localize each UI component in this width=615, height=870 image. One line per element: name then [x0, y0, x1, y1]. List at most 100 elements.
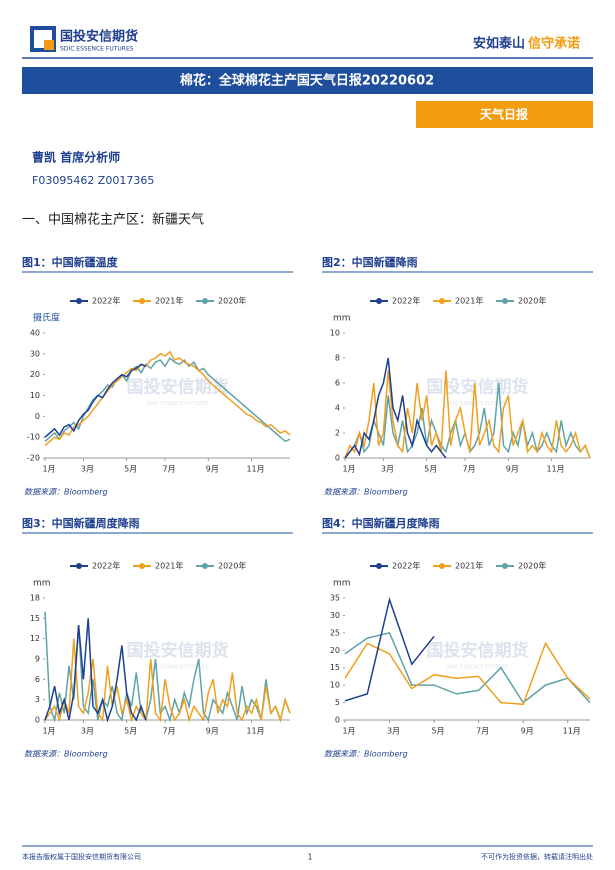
x-tick-label: 11月: [246, 465, 264, 474]
y-tick-label: 10: [330, 329, 340, 338]
legend-marker: [76, 563, 82, 569]
source: 数据来源：Bloomberg: [324, 488, 408, 497]
watermark: 国投安信期货: [427, 377, 529, 398]
watermark: 国投安信期货: [127, 640, 229, 661]
legend-label: 2021年: [155, 561, 183, 571]
x-tick-label: 1月: [42, 727, 55, 736]
y-tick-label: 30: [30, 349, 40, 358]
series-line: [44, 638, 291, 723]
y-axis-label: mm: [333, 314, 351, 324]
legend-marker: [202, 298, 208, 304]
y-tick-label: 2: [335, 429, 340, 438]
series-line: [44, 363, 147, 438]
x-tick-label: 3月: [81, 465, 94, 474]
watermark: 国投安信期货: [427, 640, 529, 661]
x-tick-label: 11月: [563, 727, 581, 736]
legend-label: 2021年: [155, 296, 183, 306]
y-tick-label: 25: [330, 628, 340, 637]
y-tick-label: 6: [335, 379, 340, 388]
x-tick-label: 9月: [506, 465, 519, 474]
x-tick-label: 7月: [463, 465, 476, 474]
x-tick-label: 3月: [81, 727, 94, 736]
series-line: [344, 641, 591, 706]
chart-title: 图2：中国新疆降雨: [322, 255, 418, 269]
tag: 天气日报: [480, 107, 528, 122]
y-axis-label: 摄氏度: [33, 312, 60, 324]
legend-label: 2021年: [455, 296, 483, 306]
x-tick-label: 7月: [476, 727, 489, 736]
author-id: F03095462 Z0017365: [32, 174, 154, 187]
y-tick-label: 30: [330, 611, 340, 620]
report-title: 棉花：全球棉花主产国天气日报20220602: [180, 73, 434, 89]
tag-box: [416, 101, 593, 128]
x-tick-label: 1月: [342, 727, 355, 736]
watermark-en: SDIC ESSENCE FUTURES: [147, 401, 208, 407]
series-line: [44, 618, 147, 723]
legend-label: 2020年: [218, 561, 246, 571]
legend-label: 2020年: [518, 561, 546, 571]
y-tick-label: 15: [30, 614, 40, 623]
y-tick-label: -20: [27, 454, 40, 463]
slogan: 信守承诺: [528, 36, 580, 52]
legend-label: 2022年: [92, 561, 120, 571]
legend-marker: [376, 298, 382, 304]
x-tick-label: 1月: [42, 465, 55, 474]
watermark-en: SDIC ESSENCE FUTURES: [147, 665, 208, 671]
author: 曹凯 首席分析师: [32, 150, 120, 165]
footer-right: 不可作为投资依据，转载请注明出处: [481, 852, 593, 861]
title-bar: [22, 67, 593, 94]
y-tick-label: 8: [335, 354, 340, 363]
x-tick-label: 9月: [206, 465, 219, 474]
x-tick-label: 5月: [124, 727, 137, 736]
y-tick-label: 35: [330, 594, 340, 603]
y-tick-label: 20: [330, 646, 340, 655]
y-tick-label: 6: [35, 675, 40, 684]
x-tick-label: 1月: [342, 465, 355, 474]
series-line: [44, 356, 291, 443]
chart-title: 图1：中国新疆温度: [22, 255, 119, 269]
legend-marker: [376, 563, 382, 569]
y-tick-label: 15: [330, 663, 340, 672]
x-tick-label: 9月: [206, 727, 219, 736]
series-line: [44, 611, 291, 723]
y-tick-label: 9: [35, 655, 40, 664]
logo-accent: [44, 40, 54, 50]
chart-title: 图3：中国新疆周度降雨: [22, 516, 140, 530]
y-tick-label: 0: [35, 412, 40, 421]
source: 数据来源：Bloomberg: [324, 750, 408, 759]
watermark-en: SDIC ESSENCE FUTURES: [447, 401, 508, 407]
legend-marker: [439, 563, 445, 569]
x-tick-label: 3月: [381, 465, 394, 474]
footer-left: 本报告版权属于国投安信期货有限公司: [22, 852, 141, 861]
section-heading: 一、中国棉花主产区：新疆天气: [22, 212, 204, 228]
series-line: [344, 597, 435, 702]
series-line: [344, 632, 591, 704]
x-tick-label: 5月: [124, 465, 137, 474]
x-tick-label: 5月: [432, 727, 445, 736]
legend-marker: [502, 298, 508, 304]
y-tick-label: 0: [35, 716, 40, 725]
x-tick-label: 11月: [546, 465, 564, 474]
y-tick-label: -10: [27, 433, 40, 442]
source: 数据来源：Bloomberg: [24, 750, 108, 759]
x-tick-label: 7月: [163, 465, 176, 474]
y-tick-label: 0: [335, 716, 340, 725]
legend-marker: [439, 298, 445, 304]
watermark-en: SDIC ESSENCE FUTURES: [447, 665, 508, 671]
x-tick-label: 7月: [163, 727, 176, 736]
legend-label: 2020年: [218, 296, 246, 306]
y-axis-label: mm: [333, 579, 351, 589]
watermark: 国投安信期货: [127, 377, 229, 398]
y-tick-label: 18: [30, 594, 40, 603]
y-axis-label: mm: [33, 579, 51, 589]
y-tick-label: 20: [30, 370, 40, 379]
y-tick-label: 0: [335, 454, 340, 463]
legend-label: 2020年: [518, 296, 546, 306]
legend-marker: [502, 563, 508, 569]
legend-marker: [76, 298, 82, 304]
y-tick-label: 4: [335, 404, 340, 413]
x-tick-label: 5月: [424, 465, 437, 474]
legend-marker: [202, 563, 208, 569]
logo-en: SDIC ESSENCE FUTURES: [60, 46, 134, 53]
